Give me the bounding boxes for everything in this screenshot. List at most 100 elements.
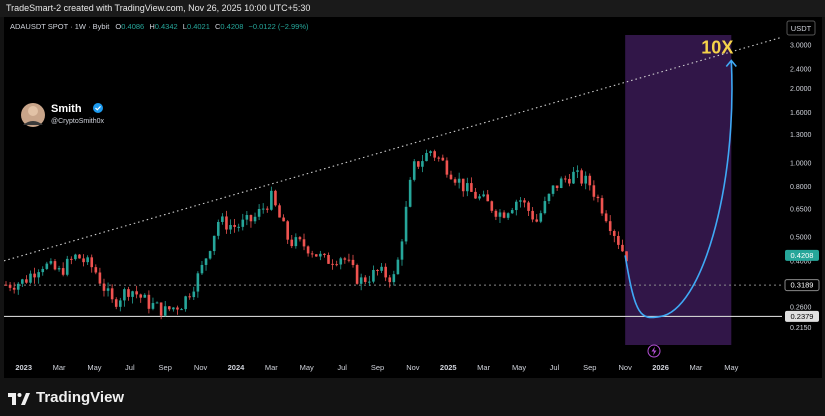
candle-body [245, 215, 249, 220]
price-axis[interactable]: 3.0000 2.4000 2.0000 1.6000 1.3000 1.0000 0.80… [790, 43, 812, 332]
x-tick-label: May [300, 363, 314, 372]
candle-body [596, 196, 600, 199]
candle-body [86, 257, 89, 263]
candle-body [363, 277, 367, 282]
candle-body [41, 268, 45, 273]
x-tick-label: May [512, 363, 526, 372]
price-tag-level2-label: 0.2379 [791, 312, 814, 321]
candle-body [139, 294, 143, 298]
symbol-name: ADAUSDT SPOT · 1W · Bybit [10, 22, 110, 31]
x-tick-label: Sep [371, 363, 384, 372]
candle-body [184, 296, 187, 310]
candle-body [523, 200, 526, 203]
open-value: 0.4086 [121, 22, 144, 31]
candle-body [94, 267, 98, 273]
candle-body [65, 258, 69, 275]
candle-body [167, 306, 171, 310]
x-tick-label: Jul [125, 363, 135, 372]
candle-body [392, 274, 396, 283]
y-tick-label: 2.4000 [790, 67, 812, 74]
currency-button[interactable]: USDT [786, 20, 816, 36]
x-tick-label: Sep [583, 363, 596, 372]
candle-body [368, 281, 371, 283]
lightning-icon[interactable] [647, 344, 661, 358]
candle-body [617, 235, 620, 245]
candle-body [241, 219, 245, 227]
candle-body [257, 208, 261, 217]
candle-body [12, 287, 16, 290]
x-tick-label: May [87, 363, 101, 372]
candle-body [204, 258, 208, 265]
y-tick-label: 0.2150 [790, 325, 812, 332]
candle-body [355, 265, 359, 284]
candle-body [327, 254, 330, 264]
price-tag-current-label: 0.4208 [791, 251, 814, 260]
price-chart[interactable]: 10X ADAUSDT SPOT · 1W · Bybit O0.4086 H0… [3, 17, 822, 378]
candle-body [57, 268, 61, 270]
high-value: 0.4342 [155, 22, 178, 31]
candle-body [286, 221, 289, 240]
author-name: Smith [51, 103, 82, 115]
candle-body [437, 157, 441, 159]
candle-body [588, 175, 592, 186]
chart-frame: 10X ADAUSDT SPOT · 1W · Bybit O0.4086 H0… [3, 17, 822, 378]
candle-body [53, 261, 57, 270]
y-tick-label: 2.0000 [790, 86, 812, 93]
x-tick-label: Nov [406, 363, 420, 372]
candle-body [453, 179, 457, 183]
y-tick-label: 0.8000 [790, 184, 812, 191]
tradingview-logo[interactable]: TradingView [8, 389, 124, 406]
x-tick-label: 2026 [652, 363, 669, 372]
price-tag-level1: 0.3189 [784, 279, 820, 292]
candle-body [519, 200, 522, 202]
y-tick-label: 3.0000 [790, 43, 812, 50]
candle-body [331, 263, 334, 265]
candle-body [433, 151, 436, 158]
candle-body [490, 201, 494, 211]
candle-body [621, 244, 624, 252]
candle-body [563, 178, 567, 180]
candle-body [110, 288, 114, 300]
candle-body [8, 284, 12, 288]
candle-body [131, 291, 134, 297]
price-tag-current: 0.4208 [785, 249, 819, 261]
candle-body [135, 291, 138, 295]
brand-label: TradingView [36, 389, 125, 406]
candle-body [543, 201, 547, 214]
footer: TradingView [0, 384, 825, 416]
candle-body [600, 198, 604, 214]
candle-body [61, 268, 65, 275]
candle-body [229, 225, 232, 230]
candle-body [253, 216, 257, 222]
close-value: 0.4208 [220, 22, 243, 31]
author-badge: Smith @CryptoSmith0x [21, 103, 105, 127]
candle-body [347, 259, 351, 261]
projection-arrow-icon [725, 59, 737, 68]
y-tick-label: 1.6000 [790, 110, 812, 117]
candle-body [155, 302, 159, 304]
candle-body [78, 254, 81, 259]
currency-button-label[interactable]: USDT [791, 24, 812, 33]
candle-body [106, 288, 110, 291]
time-axis[interactable]: 2023 Mar May Jul Sep Nov 2024 Mar May Jul Sep Nov 20… [15, 363, 738, 372]
candle-body [147, 294, 151, 309]
candle-body [515, 201, 518, 211]
candle-body [176, 307, 179, 310]
candle-body [163, 306, 167, 316]
candle-body [200, 264, 204, 274]
candle-body [461, 178, 465, 192]
candle-body [457, 178, 461, 183]
candle-body [216, 221, 220, 236]
candle-body [212, 235, 216, 252]
candle-body [319, 253, 322, 257]
candle-body [576, 170, 579, 172]
candle-body [98, 272, 102, 284]
candle-body [380, 266, 383, 271]
candle-body [559, 178, 563, 188]
low-value: 0.4021 [187, 22, 210, 31]
candle-body [37, 272, 40, 278]
change-value: −0.0122 (−2.99%) [248, 22, 309, 31]
candle-body [470, 183, 473, 192]
candle-body [551, 185, 555, 194]
symbol-legend: ADAUSDT SPOT · 1W · Bybit O0.4086 H0.434… [10, 22, 309, 31]
